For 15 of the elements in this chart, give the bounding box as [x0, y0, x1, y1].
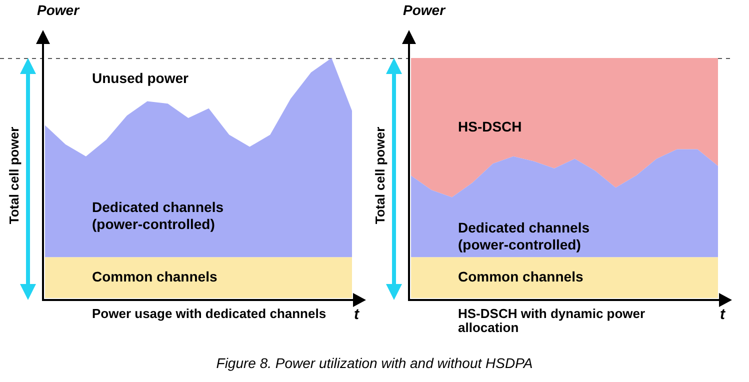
text: Total cell power	[372, 126, 388, 226]
series-label: Common channels	[92, 268, 218, 284]
y-axis-title: Power	[37, 2, 80, 18]
series-label: Common channels	[458, 268, 584, 284]
x-axis-title: t	[354, 306, 359, 323]
text: Power usage with dedicated channels	[92, 306, 328, 321]
series-label: Dedicated channels (power-controlled)	[92, 199, 224, 232]
text: Total cell power	[6, 126, 22, 226]
series-label: HS-DSCH	[458, 118, 522, 134]
y-axis-title: Power	[403, 2, 446, 18]
text: HS-DSCH with dynamic power allocation	[458, 306, 646, 335]
caption: Figure 8. Power utilization with and without HSDPA	[215, 355, 534, 371]
series-label: Dedicated channels (power-controlled)	[458, 220, 590, 253]
annotation: Unused power	[92, 70, 188, 86]
x-axis-title: t	[720, 306, 725, 323]
